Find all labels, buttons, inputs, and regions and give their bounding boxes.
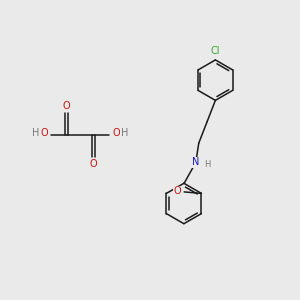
- Text: H: H: [204, 160, 210, 169]
- Text: N: N: [192, 158, 200, 167]
- Text: O: O: [63, 101, 70, 111]
- Text: O: O: [41, 128, 48, 138]
- Text: O: O: [112, 128, 120, 138]
- Text: O: O: [90, 159, 97, 169]
- Text: H: H: [121, 128, 128, 138]
- Text: Cl: Cl: [211, 46, 220, 56]
- Text: O: O: [174, 186, 182, 196]
- Text: H: H: [32, 128, 40, 138]
